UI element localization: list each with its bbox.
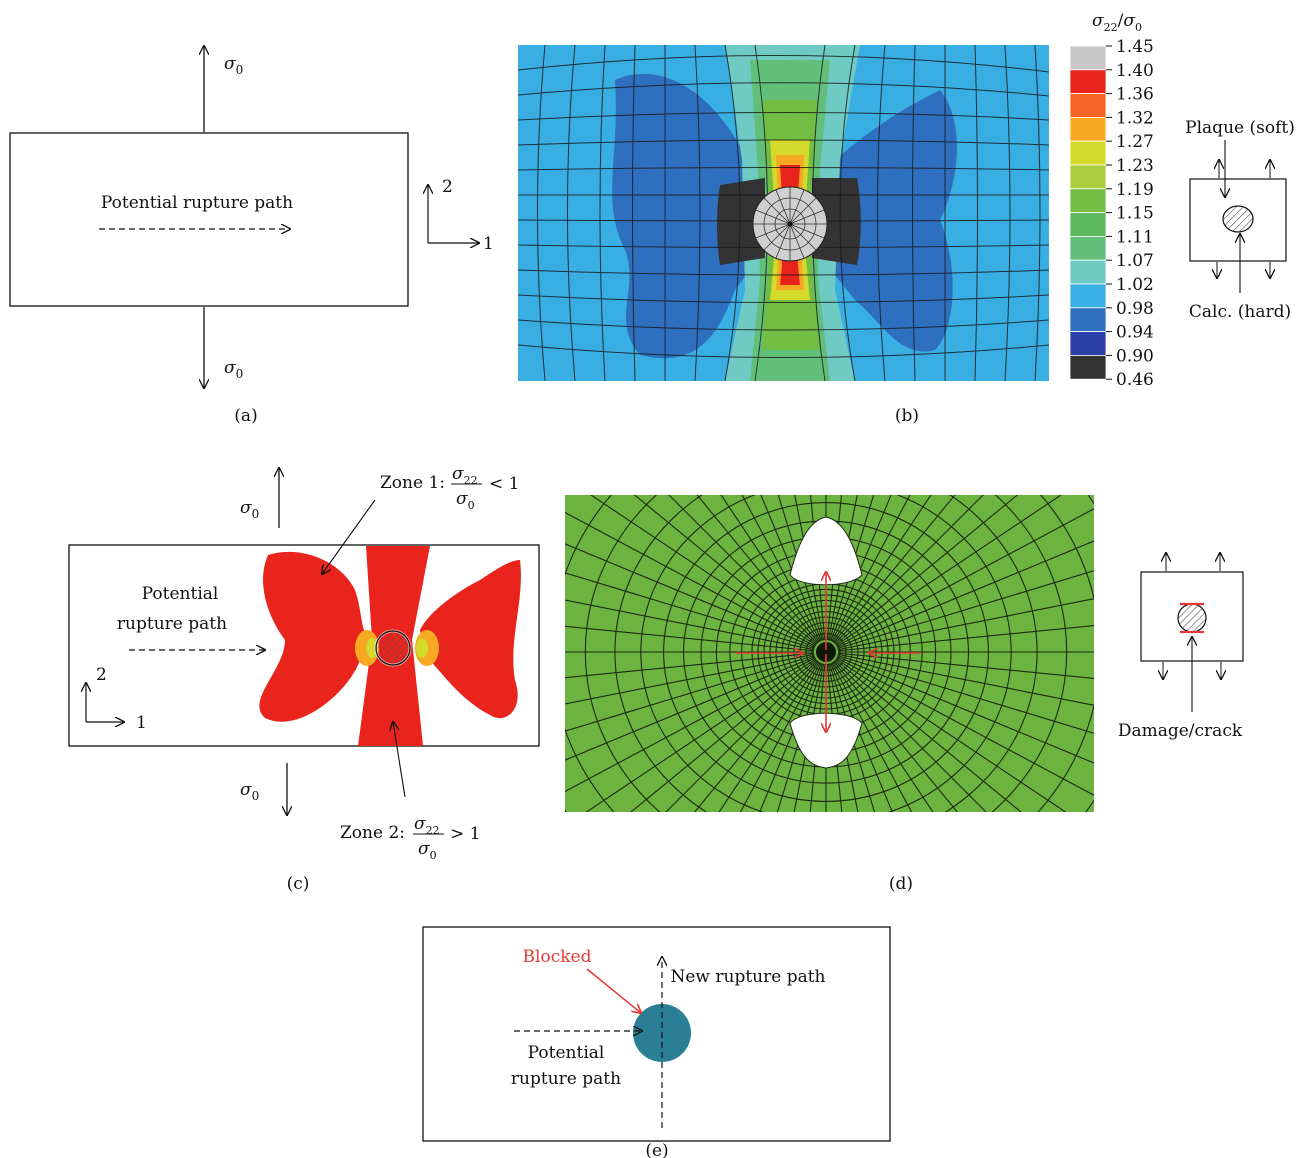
dark-lobe-right	[812, 178, 861, 265]
panel-e-path-line2: rupture path	[511, 1069, 621, 1089]
svg-text:< 1: < 1	[489, 474, 519, 494]
dark-lobe-left	[717, 178, 765, 265]
inset-b-box	[1189, 178, 1287, 262]
axis-2-label: 2	[442, 177, 453, 197]
axis-1-label: 1	[483, 234, 494, 254]
legend-level-label: 1.02	[1116, 275, 1154, 295]
legend-level-label: 1.15	[1116, 204, 1154, 224]
legend-level-label: 1.36	[1116, 85, 1154, 105]
svg-text:> 1: > 1	[450, 824, 480, 844]
zone1-left-lobe	[259, 551, 368, 722]
svg-text:Zone 1:: Zone 1:	[380, 473, 445, 493]
sigma-bottom-label: σ0	[224, 358, 243, 381]
zone1-right-lobe	[420, 560, 521, 719]
legend-swatch	[1069, 164, 1107, 190]
panel-b: σ22/σ0 1.451.401.361.321.271.231.191.151…	[518, 11, 1295, 426]
panel-e: Blocked New rupture path Potential ruptu…	[422, 926, 891, 1158]
zone1-label: Zone 1: σ22 σ0 < 1	[380, 464, 519, 512]
crack-bottom	[789, 712, 863, 769]
inset-b-bottom-label: Calc. (hard)	[1189, 302, 1291, 322]
legend-labels: 1.45 1.40 1.36 1.32 1.27 1.23 1.19 1.15 1.11 1.07…	[1106, 37, 1154, 390]
legend-swatch	[1069, 283, 1107, 309]
legend-level-label: 0.46	[1116, 370, 1154, 390]
inset-d-calc-icon	[1177, 603, 1207, 633]
panel-c-axis-1: 1	[136, 713, 147, 733]
legend-level-label: 1.45	[1116, 37, 1154, 57]
legend-swatch	[1069, 235, 1107, 261]
legend-swatch	[1069, 117, 1107, 142]
caption-e: (e)	[645, 1141, 668, 1158]
new-path-label: New rupture path	[670, 967, 825, 987]
blocked-pointer	[586, 968, 641, 1013]
svg-text:σ0: σ0	[418, 839, 437, 862]
legend-swatch	[1069, 45, 1107, 71]
legend-level-label: 0.98	[1116, 299, 1154, 319]
sigma-top-label: σ0	[224, 54, 243, 77]
zone2-pointer	[393, 722, 406, 798]
legend-level-label: 1.23	[1116, 156, 1154, 176]
panel-c-sigma-bottom: σ0	[240, 780, 259, 803]
legend-swatch	[1069, 354, 1107, 380]
blocked-label: Blocked	[523, 947, 592, 967]
legend-level-label: 1.11	[1116, 227, 1154, 247]
legend-swatch	[1069, 259, 1107, 285]
legend-level-label: 1.32	[1116, 108, 1154, 128]
legend-level-label: 0.90	[1116, 346, 1154, 366]
caption-c: (c)	[287, 874, 310, 894]
caption-b: (b)	[895, 406, 919, 426]
damage-mesh-plot	[565, 495, 1094, 812]
legend-title: σ22/σ0	[1092, 11, 1142, 34]
legend-swatch	[1069, 69, 1107, 95]
specimen-box	[9, 132, 409, 307]
stress-contour-plot	[518, 45, 1049, 381]
panel-c: σ0 σ0 Zone 1: σ22 σ0 < 1 Zone 2: σ22 σ0 …	[68, 464, 540, 894]
mesh-lines	[518, 45, 1049, 381]
svg-text:σ0: σ0	[456, 489, 475, 512]
inset-d-label: Damage/crack	[1118, 721, 1243, 741]
inset-b-calc-icon	[1222, 205, 1254, 233]
lobe-left-dark	[612, 73, 770, 359]
legend-swatch	[1069, 188, 1107, 214]
zone2-label: Zone 2: σ22 σ0 > 1	[340, 814, 480, 862]
panel-c-path-line1: Potential	[142, 584, 219, 604]
inset-d: Damage/crack	[1118, 553, 1244, 741]
panel-a: σ0 σ0 Potential rupture path 2 1 (a)	[9, 46, 494, 426]
inset-b-top-label: Plaque (soft)	[1185, 118, 1295, 138]
legend-level-label: 1.27	[1116, 132, 1154, 152]
caption-a: (a)	[234, 406, 257, 426]
zone1-pointer	[322, 499, 376, 574]
legend-swatch	[1069, 93, 1107, 118]
panel-c-path-line2: rupture path	[117, 614, 227, 634]
caption-d: (d)	[889, 874, 913, 894]
panel-e-path-line1: Potential	[528, 1043, 605, 1063]
legend-level-label: 1.19	[1116, 180, 1154, 200]
rupture-path-label: Potential rupture path	[101, 193, 293, 213]
legend-level-label: 0.94	[1116, 323, 1154, 343]
panel-c-sigma-top: σ0	[240, 498, 259, 521]
svg-text:Zone 2:: Zone 2:	[340, 823, 405, 843]
panel-d: Damage/crack (d)	[565, 495, 1244, 894]
crack-top	[789, 516, 863, 586]
legend-swatch	[1069, 140, 1107, 166]
panel-c-axis-2: 2	[96, 665, 107, 685]
inset-b: Plaque (soft) Calc. (hard)	[1185, 118, 1295, 322]
legend-swatch	[1069, 212, 1107, 237]
legend-swatch	[1069, 331, 1107, 356]
legend-level-label: 1.40	[1116, 61, 1154, 81]
legend-swatches	[1069, 45, 1107, 380]
legend-level-label: 1.07	[1116, 251, 1154, 271]
legend-swatch	[1069, 307, 1107, 332]
